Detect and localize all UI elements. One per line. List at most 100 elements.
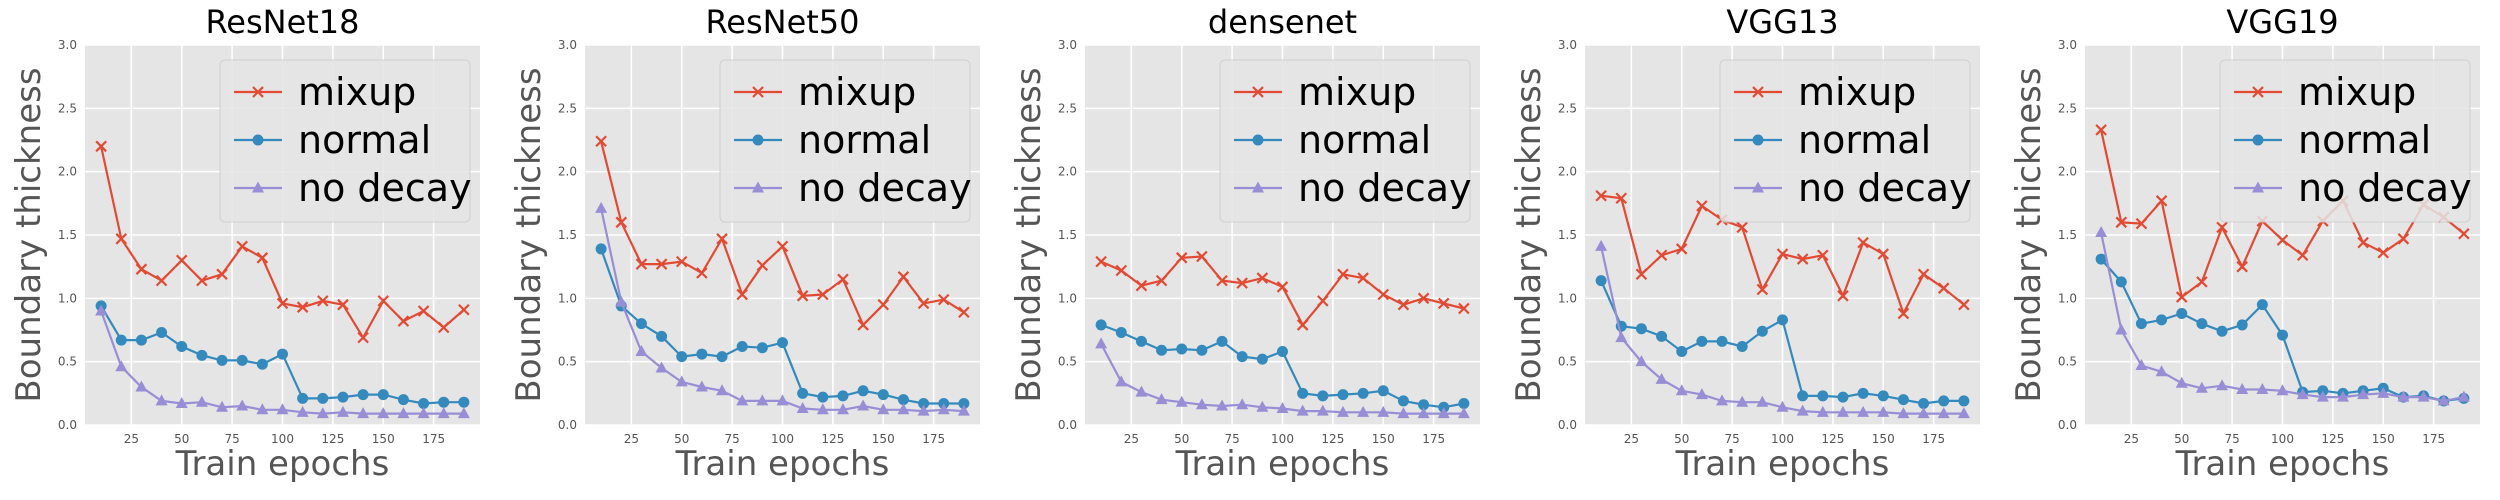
data-point-mixup	[1958, 298, 1970, 311]
y-tick-label: 1.0	[558, 291, 577, 305]
data-point-no-decay	[2296, 388, 2309, 400]
data-point-mixup	[817, 288, 829, 301]
data-point-normal	[1317, 390, 1329, 402]
data-point-no-decay	[115, 360, 128, 372]
data-point-no-decay	[2256, 383, 2269, 395]
data-point-no-decay	[1095, 337, 1108, 349]
data-point-no-decay	[1397, 407, 1410, 419]
legend-item-normal: normal	[234, 118, 431, 162]
y-tick-label: 0.5	[58, 355, 77, 369]
data-point-normal	[1918, 397, 1930, 409]
data-point-normal	[297, 392, 309, 404]
data-point-mixup	[937, 293, 950, 306]
legend-item-no-decay: no decay	[1734, 166, 1972, 210]
data-point-normal	[736, 340, 748, 352]
data-point-no-decay	[2417, 390, 2430, 402]
data-point-no-decay	[595, 201, 608, 213]
data-point-normal	[676, 351, 688, 363]
y-tick-label: 0.0	[58, 418, 77, 432]
data-point-no-decay	[1716, 394, 1729, 406]
data-point-no-decay	[417, 407, 430, 419]
data-point-mixup	[1696, 200, 1708, 212]
data-point-no-decay	[1816, 405, 1829, 417]
data-point-normal	[696, 348, 708, 360]
data-point-mixup	[1655, 249, 1668, 262]
data-point-no-decay	[135, 380, 148, 392]
data-point-no-decay	[377, 407, 390, 419]
data-point-no-decay	[1897, 407, 1910, 419]
data-point-mixup	[2095, 124, 2107, 136]
data-point-no-decay	[2316, 390, 2329, 402]
data-point-normal	[1797, 390, 1809, 402]
y-tick-label: 2.5	[1058, 101, 1077, 115]
x-tick-label: 100	[771, 432, 794, 446]
panel-resnet50: 25 50 75 100 125 150 175 0.0 0.5 1.0 1.5 2.0 2.5 3.0 R…	[509, 3, 980, 484]
data-point-mixup	[155, 274, 168, 287]
data-point-no-decay	[2115, 323, 2128, 335]
data-point-no-decay	[1615, 331, 1628, 343]
data-point-no-decay	[175, 396, 188, 408]
data-point-normal	[337, 391, 349, 403]
data-point-mixup	[1458, 302, 1470, 315]
data-point-normal	[1656, 330, 1668, 342]
data-point-normal	[897, 394, 909, 406]
data-point-mixup	[1095, 255, 1107, 268]
data-point-normal	[857, 385, 869, 397]
data-point-mixup	[377, 295, 390, 307]
data-point-no-decay	[1357, 405, 1370, 417]
y-axis-label: Boundary thickness	[2009, 67, 2049, 402]
data-point-normal	[256, 358, 268, 370]
data-point-mixup	[196, 274, 208, 287]
x-tick-label: 175	[422, 432, 445, 446]
data-point-mixup	[397, 315, 410, 327]
x-tick-label: 50	[174, 432, 189, 446]
data-point-no-decay	[1377, 405, 1390, 417]
legend-label: normal	[798, 118, 931, 162]
data-point-no-decay	[877, 403, 890, 415]
x-tick-label: 25	[1624, 432, 1639, 446]
data-point-no-decay	[336, 405, 349, 417]
data-point-normal	[656, 330, 668, 342]
data-point-mixup	[2216, 221, 2228, 234]
legend-box	[1719, 59, 1971, 223]
data-point-mixup	[317, 295, 329, 307]
y-tick-label: 0.5	[2058, 355, 2077, 369]
legend-item-mixup: mixup	[234, 70, 416, 114]
data-point-mixup	[1756, 283, 1769, 296]
data-point-mixup	[1256, 272, 1269, 284]
data-point-mixup	[115, 233, 128, 245]
legend-marker	[1252, 86, 1264, 98]
data-point-no-decay	[857, 399, 870, 411]
series-mixup	[1595, 189, 1970, 320]
legend-marker	[2252, 134, 2264, 146]
data-point-no-decay	[1316, 404, 1329, 416]
y-tick-label: 2.0	[58, 165, 77, 179]
legend-item-no-decay: no decay	[2234, 166, 2472, 210]
data-point-mixup	[1897, 307, 1910, 320]
data-point-mixup	[1296, 319, 1309, 331]
data-point-mixup	[1236, 277, 1248, 289]
data-point-no-decay	[2377, 386, 2390, 398]
data-point-mixup	[837, 273, 849, 286]
data-point-no-decay	[2276, 384, 2289, 396]
data-point-normal	[277, 348, 288, 360]
data-point-mixup	[1115, 264, 1128, 277]
data-point-no-decay	[2175, 376, 2188, 388]
data-point-normal	[1777, 314, 1788, 326]
data-point-no-decay	[1115, 375, 1128, 387]
y-tick-label: 2.0	[2058, 165, 2077, 179]
legend-item-normal: normal	[2234, 118, 2431, 162]
data-point-mixup	[1276, 281, 1289, 293]
data-point-mixup	[756, 259, 769, 272]
data-point-normal	[1216, 335, 1228, 347]
data-point-normal	[1277, 346, 1288, 358]
data-point-normal	[438, 396, 450, 408]
data-point-normal	[1397, 395, 1409, 407]
data-point-normal	[716, 351, 728, 363]
legend-box	[2219, 59, 2471, 223]
legend-label: mixup	[1798, 70, 1916, 114]
data-point-no-decay	[216, 400, 229, 412]
legend-marker	[2252, 86, 2264, 98]
data-point-no-decay	[2336, 390, 2349, 402]
